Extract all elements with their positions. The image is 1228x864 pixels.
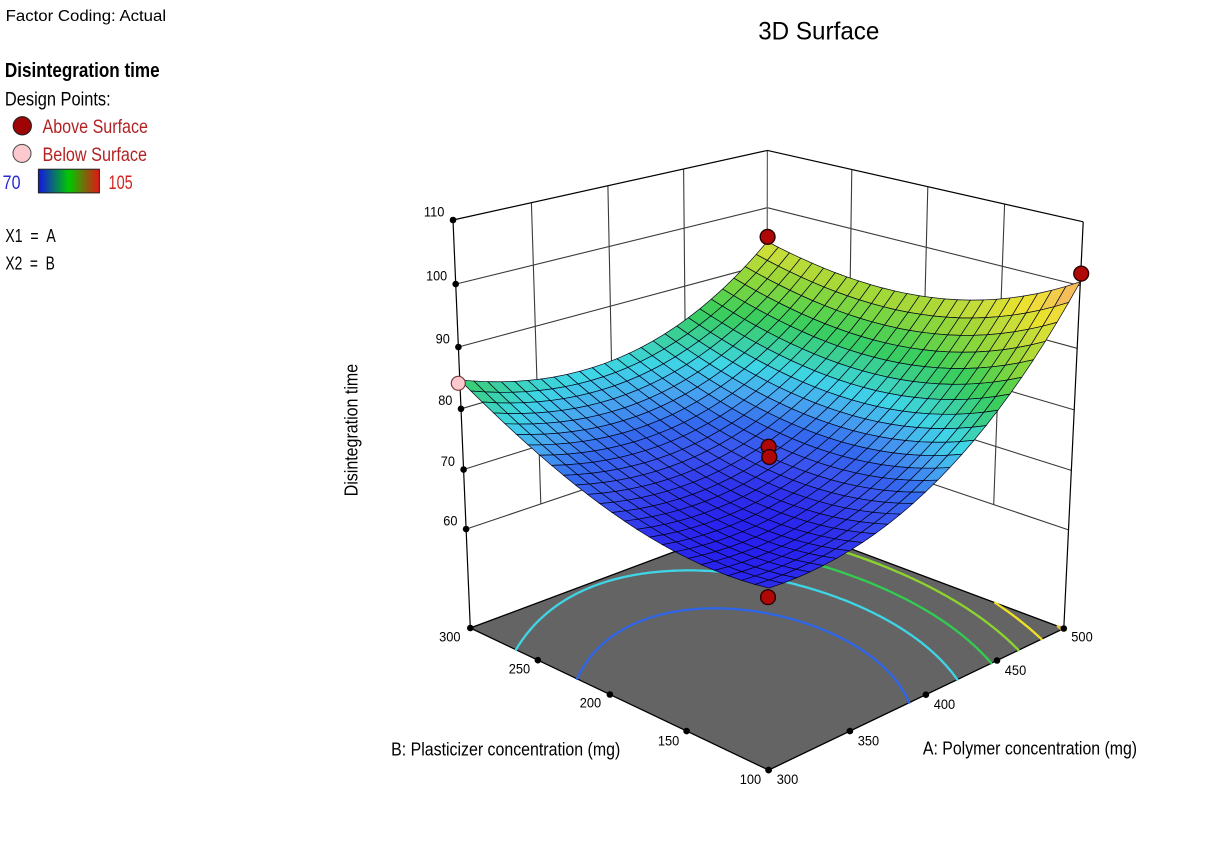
svg-text:105: 105: [109, 172, 133, 194]
svg-text:80: 80: [438, 392, 452, 408]
svg-text:60: 60: [443, 512, 457, 528]
svg-text:Disintegration time: Disintegration time: [342, 364, 362, 496]
svg-text:70: 70: [441, 453, 455, 469]
svg-text:3D Surface: 3D Surface: [758, 17, 879, 45]
svg-text:Design Points:: Design Points:: [5, 89, 111, 111]
svg-text:250: 250: [509, 660, 531, 676]
svg-text:400: 400: [934, 696, 956, 712]
svg-text:350: 350: [858, 732, 880, 748]
svg-text:450: 450: [1005, 662, 1027, 678]
svg-text:Factor Coding: Actual: Factor Coding: Actual: [6, 8, 166, 25]
svg-text:110: 110: [424, 203, 445, 219]
svg-text:X2 = B: X2 = B: [5, 254, 54, 274]
svg-text:300: 300: [439, 628, 461, 644]
svg-text:70: 70: [3, 172, 21, 194]
svg-text:500: 500: [1071, 629, 1093, 645]
svg-text:150: 150: [658, 732, 680, 748]
svg-text:100: 100: [426, 267, 447, 283]
svg-text:Disintegration time: Disintegration time: [5, 60, 160, 82]
svg-text:Above Surface: Above Surface: [43, 116, 149, 138]
svg-text:100: 100: [740, 771, 762, 787]
svg-text:B: Plasticizer concentration (: B: Plasticizer concentration (mg): [391, 740, 620, 760]
svg-text:300: 300: [777, 771, 799, 787]
svg-text:X1 = A: X1 = A: [5, 226, 55, 246]
svg-text:200: 200: [580, 695, 602, 711]
svg-text:A: Polymer concentration (mg): A: Polymer concentration (mg): [923, 739, 1137, 759]
svg-text:Below Surface: Below Surface: [43, 144, 148, 166]
svg-text:90: 90: [436, 330, 450, 346]
